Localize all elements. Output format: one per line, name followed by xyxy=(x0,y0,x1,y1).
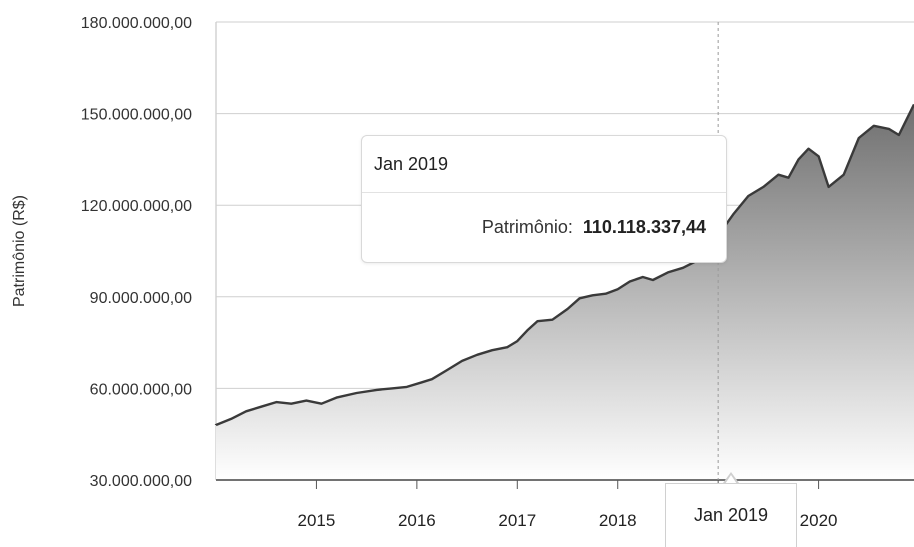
y-tick-label: 180.000.000,00 xyxy=(81,15,192,32)
x-tick-label: 2018 xyxy=(599,511,637,530)
y-tick-label: 150.000.000,00 xyxy=(81,107,192,124)
y-axis-title: Patrimônio (R$) xyxy=(11,195,28,307)
x-tick-label: 2016 xyxy=(398,511,436,530)
series-area xyxy=(216,104,914,481)
x-tick-label: 2017 xyxy=(498,511,536,530)
tooltip-value: 110.118.337,44 xyxy=(582,216,706,237)
tooltip-label: Patrimônio: xyxy=(481,216,573,237)
x-axis-hover-label: Jan 2019 xyxy=(665,483,797,547)
chart-tooltip: Jan 2019 Patrimônio: 110.118.337,44 xyxy=(361,135,727,263)
x-tick-label: 2015 xyxy=(298,511,336,530)
series-line xyxy=(214,103,914,427)
tooltip-title: Jan 2019 xyxy=(362,136,726,193)
y-tick-label: 30.000.000,00 xyxy=(90,473,192,490)
y-tick-label: 120.000.000,00 xyxy=(81,198,192,215)
x-flag-pointer-inner xyxy=(725,475,737,484)
y-tick-label: 90.000.000,00 xyxy=(90,290,192,307)
y-tick-label: 60.000.000,00 xyxy=(90,381,192,398)
x-tick-label: 2020 xyxy=(800,511,838,530)
tooltip-body: Patrimônio: 110.118.337,44 xyxy=(362,193,726,261)
